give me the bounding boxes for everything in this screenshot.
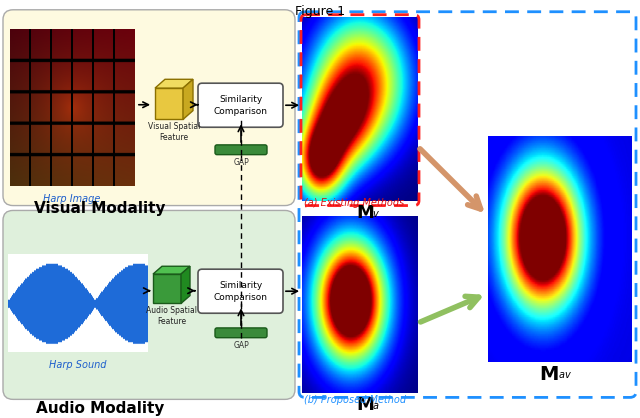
FancyBboxPatch shape	[198, 83, 283, 127]
Polygon shape	[181, 266, 190, 303]
Text: Figure 1: Figure 1	[295, 5, 345, 18]
Text: Similarity
Comparison: Similarity Comparison	[214, 281, 268, 302]
Polygon shape	[155, 88, 183, 120]
Text: (a) Existing Methods: (a) Existing Methods	[304, 198, 404, 208]
Text: Harp Image: Harp Image	[44, 194, 100, 204]
Text: $\mathbf{M}$: $\mathbf{M}$	[356, 396, 374, 414]
FancyBboxPatch shape	[3, 210, 295, 399]
Text: Audio Spatial
Feature: Audio Spatial Feature	[146, 306, 197, 326]
Text: Audio Modality: Audio Modality	[36, 401, 164, 416]
Text: GAP: GAP	[233, 341, 249, 349]
Text: Visual Modality: Visual Modality	[35, 201, 166, 216]
Text: Visual Spatial
Feature: Visual Spatial Feature	[148, 122, 200, 143]
Polygon shape	[183, 79, 193, 120]
Text: GAP: GAP	[233, 158, 249, 167]
FancyBboxPatch shape	[198, 269, 283, 313]
FancyBboxPatch shape	[3, 10, 295, 206]
Polygon shape	[153, 274, 181, 303]
Text: Harp Sound: Harp Sound	[49, 360, 107, 370]
Text: $_{v}$: $_{v}$	[372, 206, 380, 219]
Polygon shape	[153, 266, 190, 274]
FancyBboxPatch shape	[215, 145, 267, 155]
Text: $\mathbf{M}$: $\mathbf{M}$	[539, 365, 559, 384]
Polygon shape	[155, 79, 193, 88]
Text: (b) Proposed Method: (b) Proposed Method	[304, 395, 406, 405]
Text: $\mathbf{M}$: $\mathbf{M}$	[356, 204, 374, 222]
Text: $_{a}$: $_{a}$	[372, 398, 380, 413]
Text: $_{av}$: $_{av}$	[558, 367, 572, 381]
Text: Similarity
Comparison: Similarity Comparison	[214, 95, 268, 116]
FancyBboxPatch shape	[215, 328, 267, 338]
